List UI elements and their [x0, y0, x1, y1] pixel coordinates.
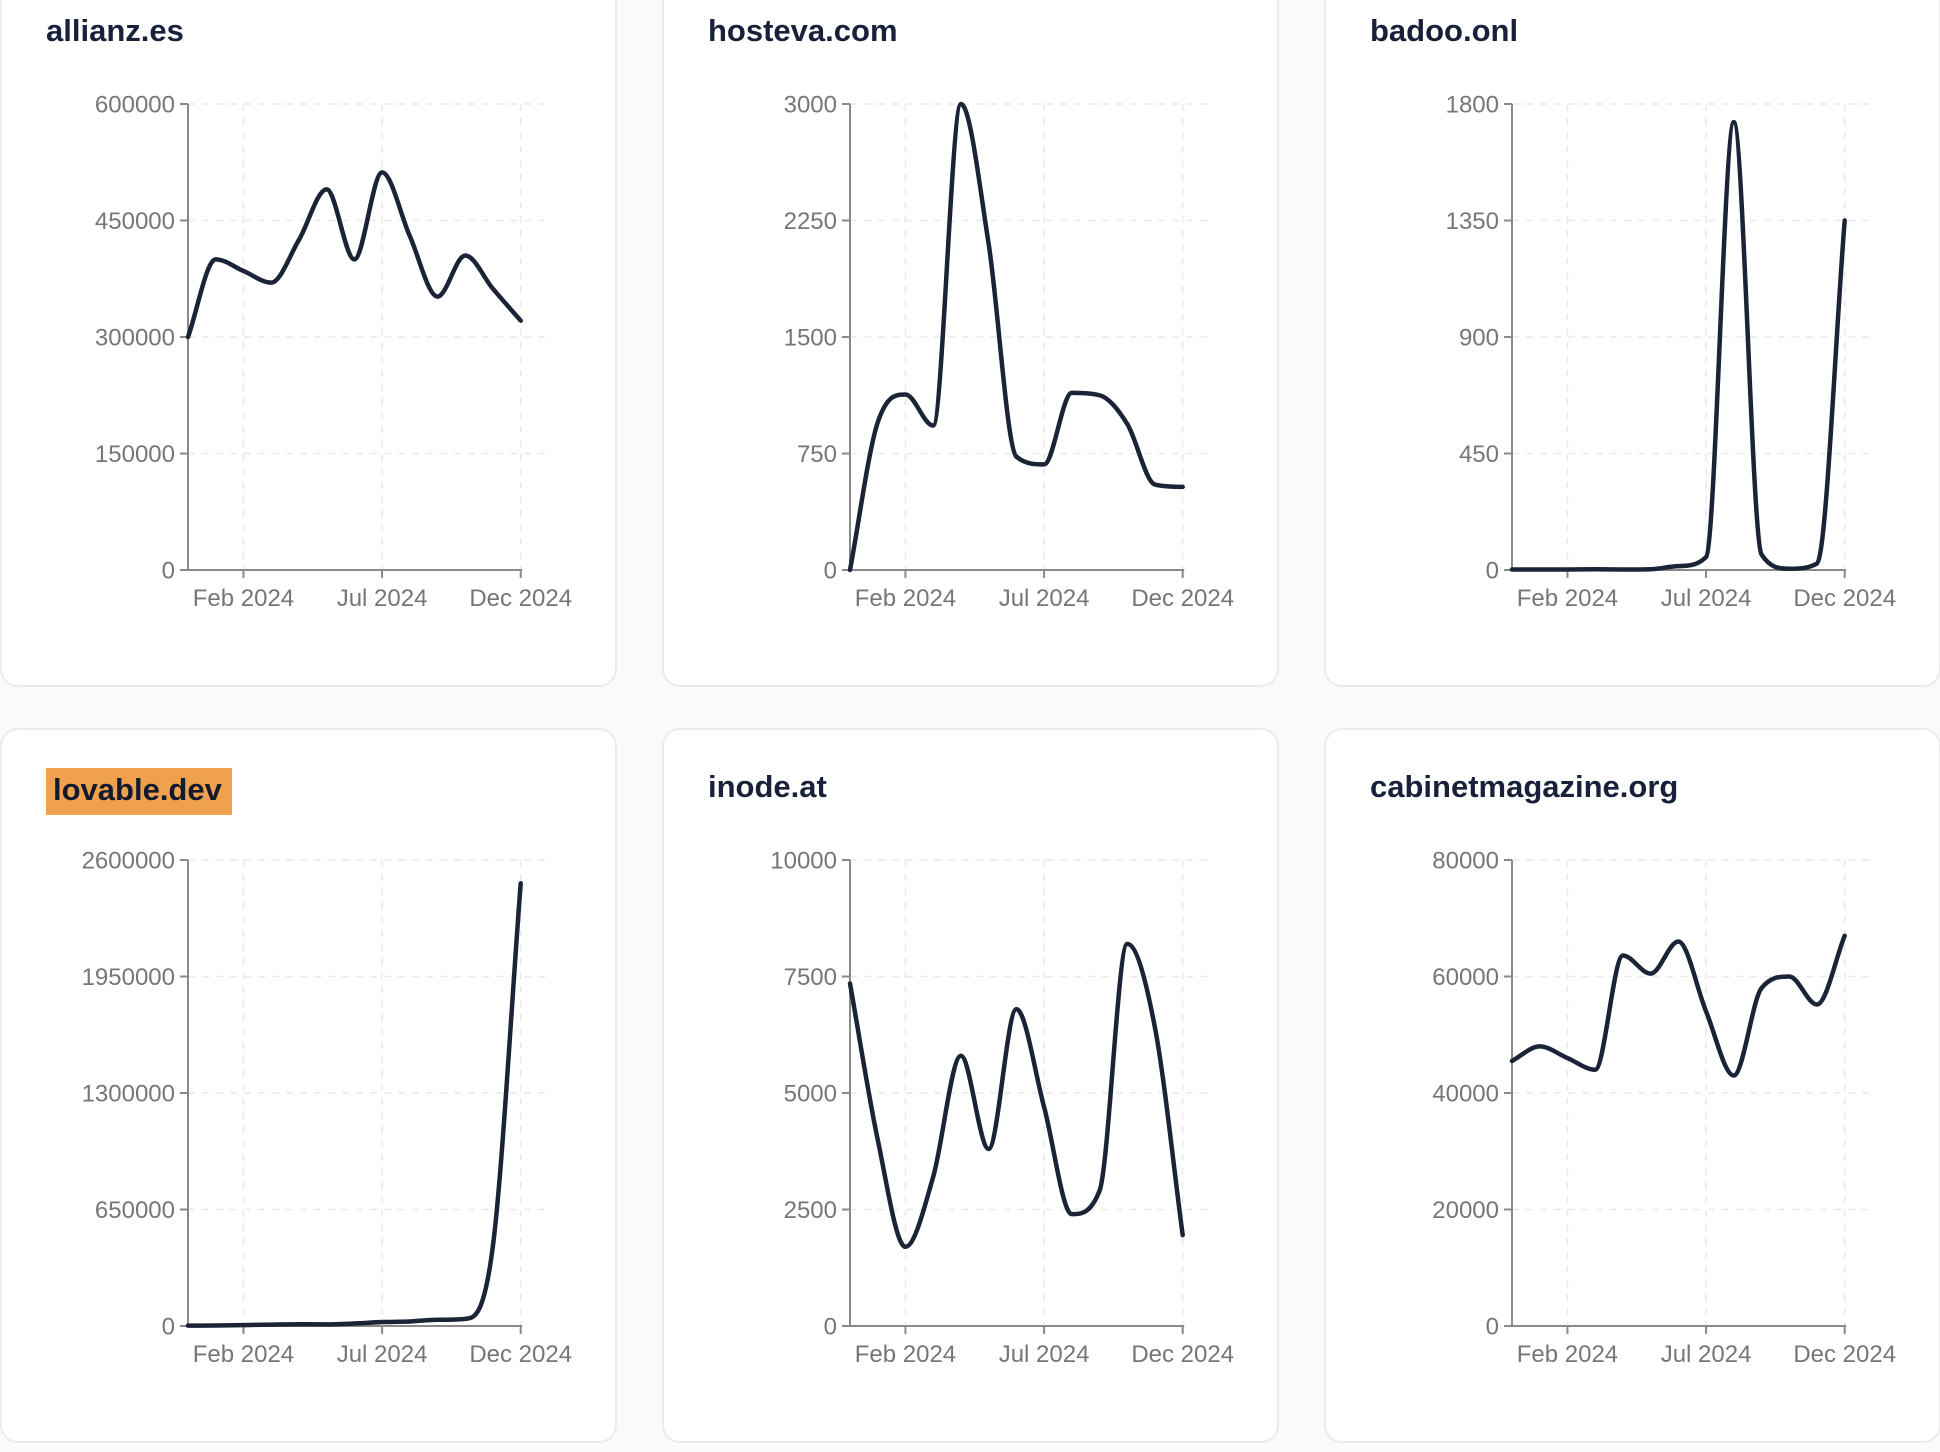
- y-tick-label: 2500: [784, 1197, 837, 1224]
- line-chart-svg: 0 150000 300000 450000 600000 Feb 2024 Jul 202…: [95, 92, 572, 613]
- y-tick-label: 40000: [1432, 1081, 1499, 1108]
- y-tick-label: 0: [824, 1314, 837, 1341]
- grid-lines: [1512, 859, 1872, 1326]
- y-tick-label: 450000: [95, 208, 175, 235]
- x-tick-label: Dec 2024: [469, 585, 572, 612]
- domain-title-label: cabinetmagazine.org: [1370, 769, 1679, 804]
- tick-labels: 0 20000 40000 60000 80000 Feb 2024 Jul 2024 Dec…: [1432, 848, 1896, 1369]
- tick-labels: 0 750 1500 2250 3000 Feb 2024 Jul 2024 Dec 2024: [784, 92, 1234, 613]
- grid-lines: [850, 103, 1210, 570]
- y-tick-label: 0: [162, 1314, 175, 1341]
- y-tick-label: 0: [1486, 1314, 1499, 1341]
- domain-title-label: hosteva.com: [708, 13, 898, 48]
- x-tick-label: Dec 2024: [1131, 585, 1234, 612]
- y-tick-label: 1800: [1446, 92, 1499, 119]
- y-tick-label: 0: [1486, 558, 1499, 585]
- y-tick-label: 650000: [95, 1197, 175, 1224]
- data-line: [1509, 119, 1847, 572]
- x-tick-label: Dec 2024: [1131, 1341, 1234, 1368]
- y-tick-label: 1350: [1446, 208, 1499, 235]
- line-chart-svg: 0 450 900 1350 1800 Feb 2024 Jul 2024 Dec 2024: [1446, 92, 1896, 613]
- y-tick-label: 150000: [95, 441, 175, 468]
- domain-title-label: lovable.dev: [46, 768, 232, 815]
- y-tick-label: 1500: [784, 325, 837, 352]
- chart-card-inode: inode.at 0 2500 5000 7500 10000 Feb 2024 Jul 2…: [662, 728, 1279, 1443]
- data-line: [847, 941, 1185, 1250]
- x-tick-label: Feb 2024: [193, 585, 294, 612]
- domain-title-label: allianz.es: [46, 13, 184, 48]
- y-tick-label: 1950000: [82, 964, 175, 991]
- y-tick-label: 900: [1459, 325, 1499, 352]
- x-tick-label: Jul 2024: [1661, 585, 1752, 612]
- y-tick-label: 10000: [770, 848, 837, 875]
- data-line: [185, 170, 523, 340]
- x-tick-label: Jul 2024: [337, 1341, 428, 1368]
- grid-lines: [188, 859, 548, 1326]
- y-tick-label: 1300000: [82, 1081, 175, 1108]
- page-title-highlighted: lovable.dev: [46, 768, 232, 815]
- grid-lines: [188, 103, 548, 570]
- y-tick-label: 7500: [784, 964, 837, 991]
- y-tick-label: 2250: [784, 208, 837, 235]
- page-title: cabinetmagazine.org: [1370, 768, 1678, 807]
- y-tick-label: 3000: [784, 92, 837, 119]
- x-tick-label: Jul 2024: [1661, 1341, 1752, 1368]
- data-line: [185, 881, 523, 1328]
- x-tick-label: Jul 2024: [999, 585, 1090, 612]
- y-tick-label: 300000: [95, 325, 175, 352]
- x-tick-label: Feb 2024: [855, 1341, 956, 1368]
- axes: [1504, 103, 1847, 578]
- tick-labels: 0 450 900 1350 1800 Feb 2024 Jul 2024 Dec 2024: [1446, 92, 1896, 613]
- chart-card-cabinetmagazine: cabinetmagazine.org 0 20000 40000 60000 8000…: [1324, 728, 1940, 1443]
- x-tick-label: Jul 2024: [999, 1341, 1090, 1368]
- tick-labels: 0 2500 5000 7500 10000 Feb 2024 Jul 2024 Dec 20…: [770, 848, 1234, 1369]
- page-title: badoo.onl: [1370, 12, 1518, 51]
- grid-lines: [1512, 103, 1872, 570]
- page-title: inode.at: [708, 768, 827, 807]
- y-tick-label: 0: [824, 558, 837, 585]
- x-tick-label: Jul 2024: [337, 585, 428, 612]
- y-tick-label: 2600000: [82, 848, 175, 875]
- line-chart-svg: 0 750 1500 2250 3000 Feb 2024 Jul 2024 Dec 2024: [784, 92, 1234, 613]
- line-chart-svg: 0 650000 1300000 1950000 2600000 Feb 2024 Jul …: [82, 848, 573, 1369]
- y-tick-label: 80000: [1432, 848, 1499, 875]
- line-chart-svg: 0 2500 5000 7500 10000 Feb 2024 Jul 2024 Dec 20…: [770, 848, 1234, 1369]
- y-tick-label: 750: [797, 441, 837, 468]
- y-tick-label: 600000: [95, 92, 175, 119]
- y-tick-label: 450: [1459, 441, 1499, 468]
- x-tick-label: Dec 2024: [1793, 1341, 1896, 1368]
- x-tick-label: Feb 2024: [1517, 1341, 1618, 1368]
- axes: [842, 859, 1185, 1334]
- chart-card-allianz: allianz.es 0 150000 300000 450000 600000 Feb …: [0, 0, 617, 687]
- y-tick-label: 20000: [1432, 1197, 1499, 1224]
- line-chart-svg: 0 20000 40000 60000 80000 Feb 2024 Jul 2024 Dec…: [1432, 848, 1896, 1369]
- x-tick-label: Feb 2024: [855, 585, 956, 612]
- domain-title-label: badoo.onl: [1370, 13, 1519, 48]
- tick-labels: 0 650000 1300000 1950000 2600000 Feb 2024 Jul …: [82, 848, 573, 1369]
- y-tick-label: 5000: [784, 1081, 837, 1108]
- x-tick-label: Dec 2024: [469, 1341, 572, 1368]
- grid-lines: [850, 859, 1210, 1326]
- domain-title-label: inode.at: [708, 769, 827, 804]
- axes: [180, 103, 523, 578]
- chart-card-lovable: lovable.dev 0 650000 1300000 1950000 2600000…: [0, 728, 617, 1443]
- data-line: [1509, 933, 1847, 1078]
- page-title: allianz.es: [46, 12, 184, 51]
- chart-card-hosteva: hosteva.com 0 750 1500 2250 3000 Feb 2024 Jul …: [662, 0, 1279, 687]
- y-tick-label: 0: [162, 558, 175, 585]
- tick-labels: 0 150000 300000 450000 600000 Feb 2024 Jul 202…: [95, 92, 572, 613]
- axes: [1504, 859, 1847, 1334]
- data-line: [847, 101, 1185, 573]
- x-tick-label: Feb 2024: [193, 1341, 294, 1368]
- chart-card-badoo: badoo.onl 0 450 900 1350 1800 Feb 2024 Jul 202…: [1324, 0, 1940, 687]
- page-title: hosteva.com: [708, 12, 898, 51]
- axes: [180, 859, 523, 1334]
- axes: [842, 103, 1185, 578]
- y-tick-label: 60000: [1432, 964, 1499, 991]
- x-tick-label: Feb 2024: [1517, 585, 1618, 612]
- x-tick-label: Dec 2024: [1793, 585, 1896, 612]
